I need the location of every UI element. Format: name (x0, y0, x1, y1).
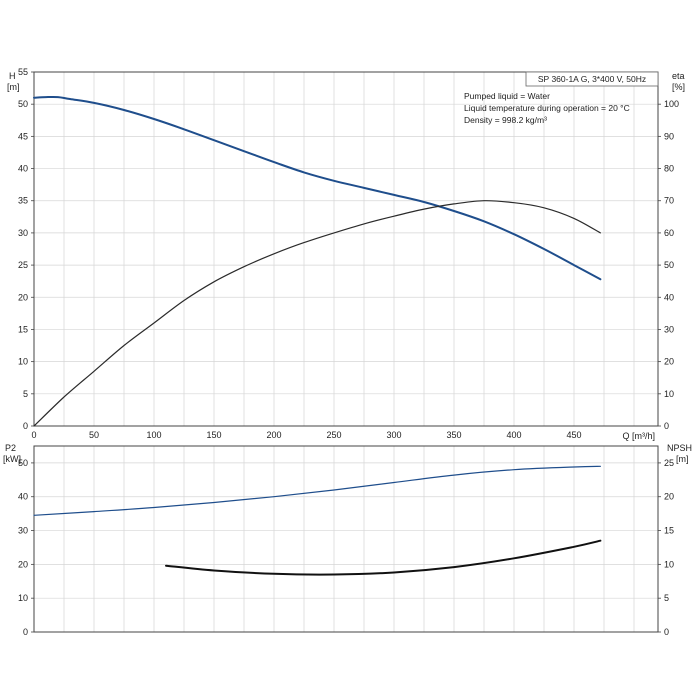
annotation-density: Density = 998.2 kg/m³ (464, 115, 547, 125)
bottom-right-axis-label-line2: [m] (676, 454, 689, 464)
top-panel-grid (34, 72, 658, 426)
bottom-left-tick-label: 40 (18, 492, 28, 502)
bottom-right-tick-label: 20 (664, 492, 674, 502)
bottom-left-tick-label: 50 (18, 458, 28, 468)
bottom-left-axis-label-line2: [kW] (3, 454, 21, 464)
top-right-tick-label: 0 (664, 421, 669, 431)
x-tick-label: 250 (326, 430, 341, 440)
x-tick-label: 350 (446, 430, 461, 440)
bottom-right-tick-label: 10 (664, 559, 674, 569)
x-axis-label: Q [m³/h] (622, 431, 655, 441)
top-series-0-line (33, 95, 602, 281)
top-left-tick-label: 10 (18, 357, 28, 367)
bottom-right-tick-label: 25 (664, 458, 674, 468)
bottom-left-tick-label: 0 (23, 627, 28, 637)
x-tick-label: 300 (386, 430, 401, 440)
bottom-right-tick-label: 15 (664, 526, 674, 536)
top-left-tick-label: 15 (18, 324, 28, 334)
annotation-liquid: Pumped liquid = Water (464, 91, 550, 101)
top-left-tick-label: 25 (18, 260, 28, 270)
bottom-left-axis-label-line1: P2 (5, 443, 16, 453)
top-right-tick-label: 60 (664, 228, 674, 238)
bottom-panel-grid (34, 446, 658, 632)
top-left-tick-label: 50 (18, 99, 28, 109)
curves (33, 95, 602, 576)
top-left-tick-label: 55 (18, 67, 28, 77)
top-right-tick-label: 50 (664, 260, 674, 270)
x-tick-label: 400 (506, 430, 521, 440)
bottom-right-axis-label-line1: NPSH (667, 443, 692, 453)
x-tick-label: 450 (566, 430, 581, 440)
top-right-axis-label-line1: eta (672, 71, 685, 81)
top-left-tick-label: 35 (18, 196, 28, 206)
tick-labels: 0510152025303540455055010203040506070809… (18, 67, 679, 637)
top-left-tick-label: 20 (18, 292, 28, 302)
top-right-tick-label: 30 (664, 324, 674, 334)
bottom-series-0-line (33, 465, 601, 516)
title-box (525, 71, 659, 87)
top-left-tick-label: 45 (18, 131, 28, 141)
top-left-axis-label-line2: [m] (7, 82, 20, 92)
top-left-tick-label: 5 (23, 389, 28, 399)
x-tick-label: 200 (266, 430, 281, 440)
top-right-tick-label: 80 (664, 164, 674, 174)
top-right-axis-label-line2: [%] (672, 82, 685, 92)
top-right-tick-label: 100 (664, 99, 679, 109)
top-right-tick-label: 90 (664, 131, 674, 141)
top-right-tick-label: 70 (664, 196, 674, 206)
top-right-tick-label: 40 (664, 292, 674, 302)
bottom-left-tick-label: 20 (18, 559, 28, 569)
top-left-tick-label: 0 (23, 421, 28, 431)
top-left-axis-label-line1: H (9, 71, 16, 81)
bottom-right-tick-label: 0 (664, 627, 669, 637)
x-tick-label: 150 (206, 430, 221, 440)
top-panel-frame (33, 71, 659, 427)
x-tick-label: 50 (89, 430, 99, 440)
bottom-panel-frame (33, 445, 659, 633)
bottom-right-tick-label: 5 (664, 593, 669, 603)
bottom-left-tick-label: 10 (18, 593, 28, 603)
top-right-tick-label: 10 (664, 389, 674, 399)
annotation-temperature: Liquid temperature during operation = 20… (464, 103, 630, 113)
chart-title: SP 360-1A G, 3*400 V, 50Hz (538, 74, 646, 84)
top-right-tick-label: 20 (664, 357, 674, 367)
x-tick-label: 0 (31, 430, 36, 440)
top-series-1-line (33, 200, 601, 427)
bottom-series-1-line (165, 539, 602, 576)
x-tick-label: 100 (146, 430, 161, 440)
top-left-tick-label: 30 (18, 228, 28, 238)
top-left-tick-label: 40 (18, 164, 28, 174)
bottom-left-tick-label: 30 (18, 526, 28, 536)
